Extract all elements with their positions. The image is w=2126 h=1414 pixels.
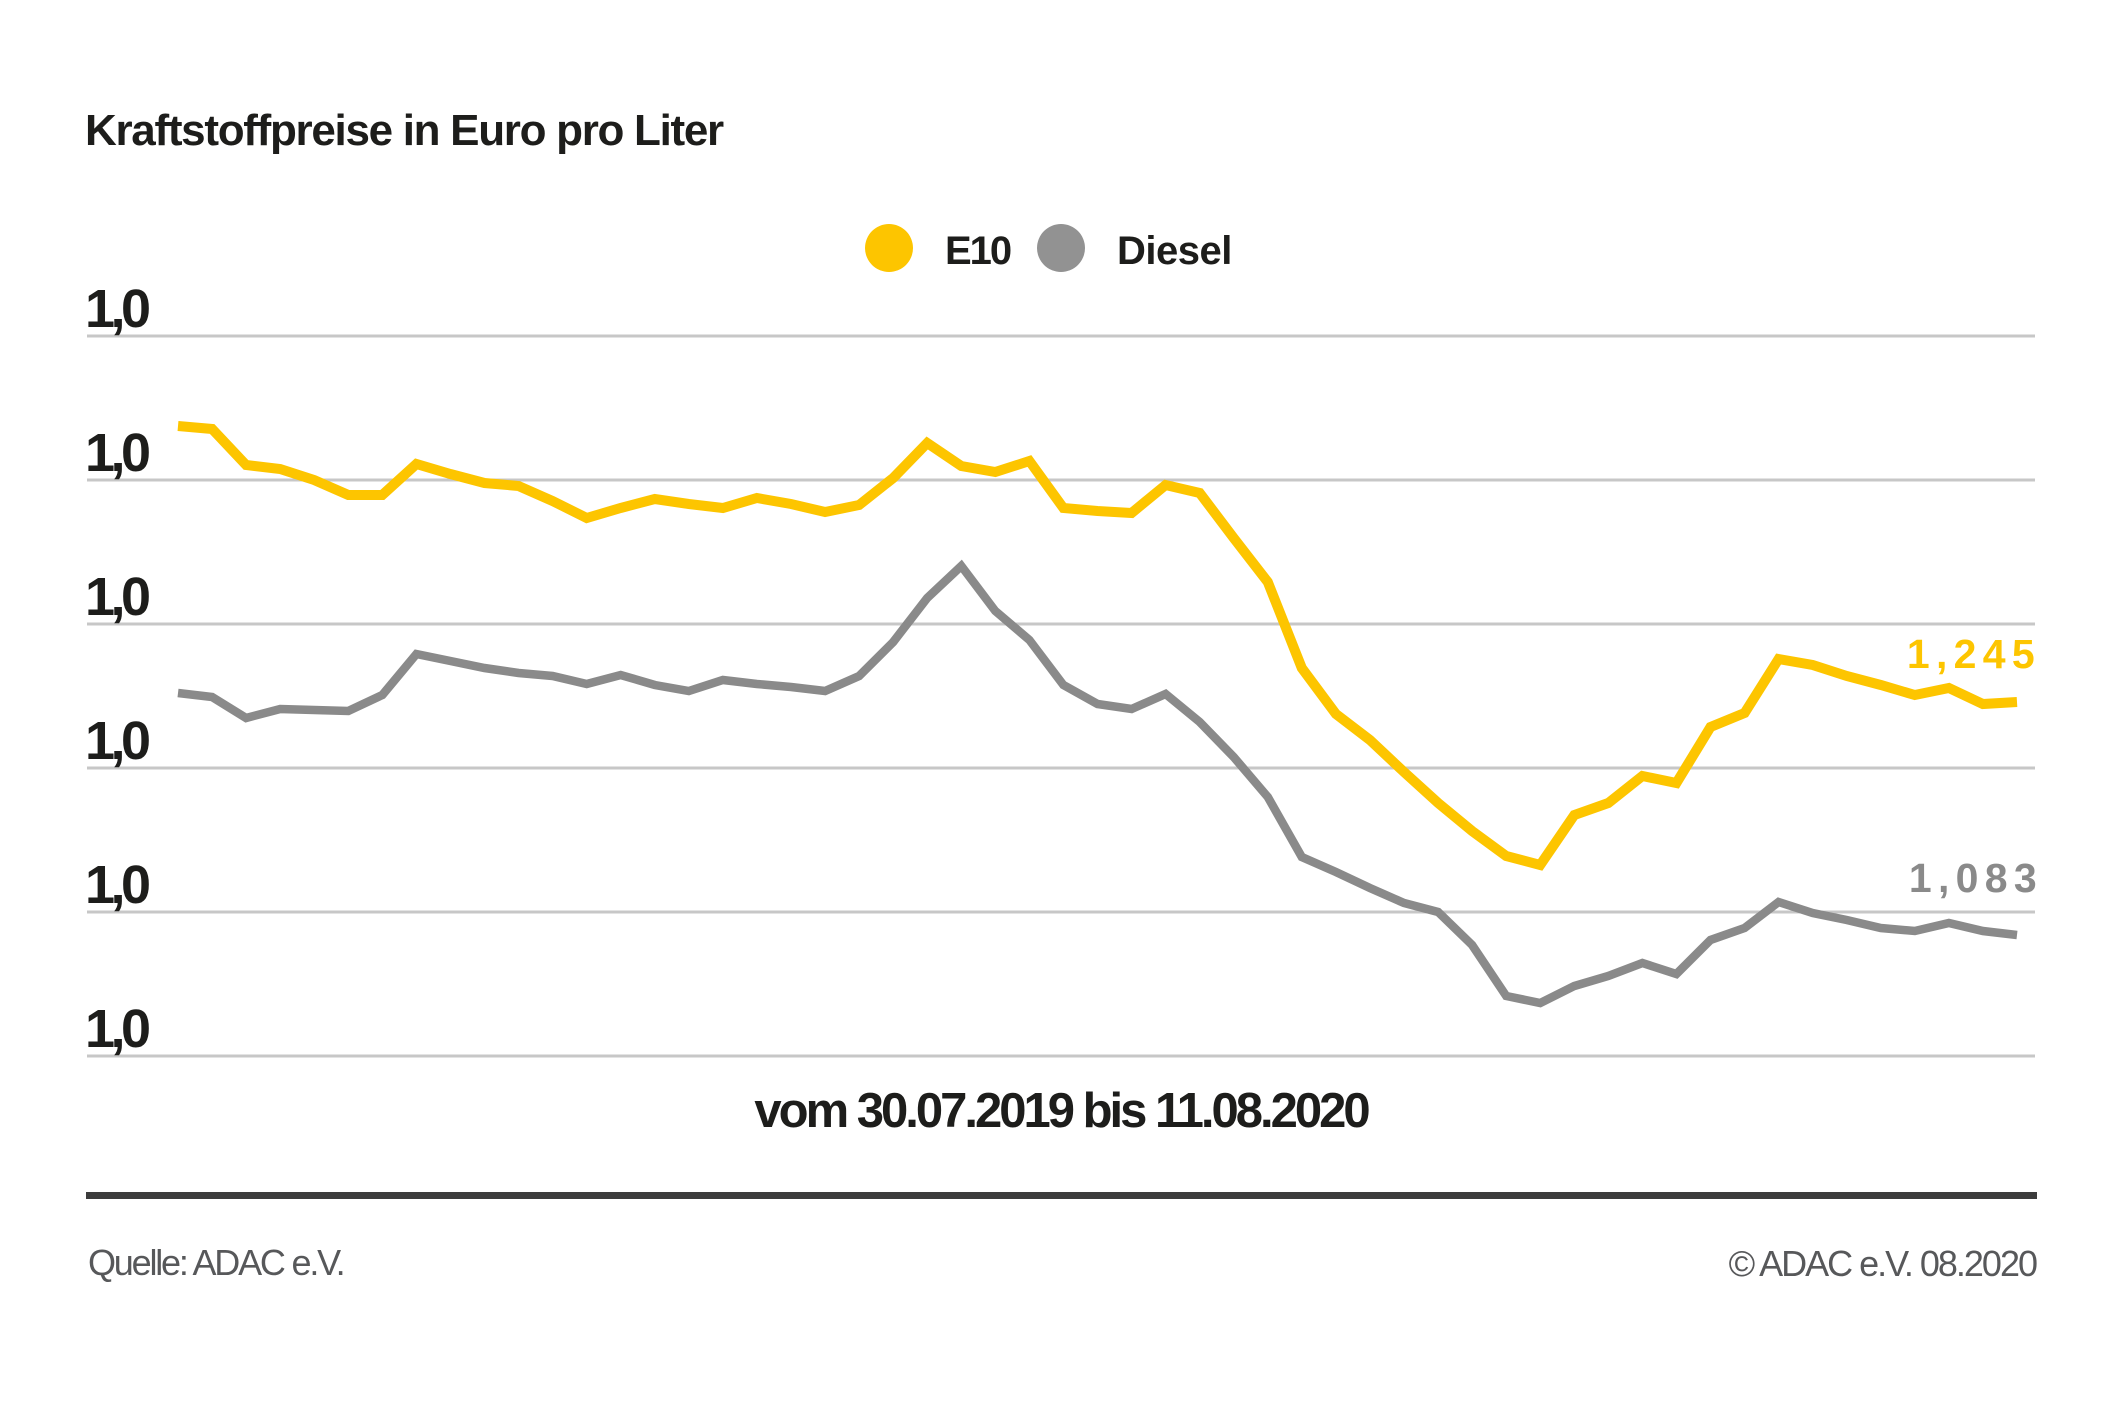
svg-text:Quelle: ADAC e.V.: Quelle: ADAC e.V. (88, 1242, 343, 1283)
svg-text:© ADAC e.V. 08.2020: © ADAC e.V. 08.2020 (1729, 1243, 2037, 1284)
svg-text:1,0: 1,0 (85, 855, 149, 915)
svg-text:E10: E10 (945, 229, 1011, 273)
svg-text:1,0: 1,0 (85, 279, 149, 339)
svg-text:Diesel: Diesel (1117, 229, 1232, 273)
svg-text:vom 30.07.2019 bis 11.08.2020: vom 30.07.2019 bis 11.08.2020 (754, 1084, 1369, 1138)
svg-text:1,0: 1,0 (85, 423, 149, 483)
svg-text:1,083: 1,083 (1909, 855, 2043, 901)
svg-text:1,0: 1,0 (85, 567, 149, 627)
svg-text:Kraftstoffpreise in Euro pro L: Kraftstoffpreise in Euro pro Liter (85, 106, 724, 155)
svg-text:1,0: 1,0 (85, 999, 149, 1059)
svg-text:1,0: 1,0 (85, 711, 149, 771)
svg-text:1,245: 1,245 (1907, 631, 2041, 677)
